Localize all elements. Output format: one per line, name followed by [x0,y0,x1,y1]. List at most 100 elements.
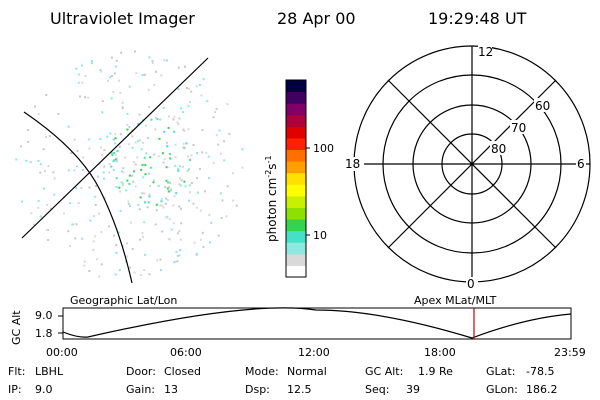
emission-pixel [168,186,170,189]
emission-pixel [143,192,146,195]
emission-pixel [116,157,119,160]
emission-pixel [103,165,106,168]
emission-pixel [114,153,117,156]
emission-pixel [47,165,50,168]
emission-pixel [117,79,120,82]
emission-pixel [148,273,151,276]
emission-pixel [39,215,42,218]
emission-pixel [189,101,192,104]
door-value: Closed [164,365,201,378]
emission-pixel [140,148,143,151]
emission-pixel [168,238,171,241]
emission-pixel [154,223,157,226]
emission-pixel [226,103,229,106]
emission-pixel [160,200,163,203]
emission-pixel [205,151,208,154]
emission-pixel [70,152,73,154]
colorbar-cell [286,161,306,174]
emission-pixel [88,270,91,272]
emission-pixel [214,111,216,114]
hour-label-6: 6 [577,157,585,171]
emission-pixel [34,105,36,108]
emission-pixel [42,187,45,190]
emission-pixel [131,248,134,251]
emission-pixel [177,167,180,170]
emission-pixel [108,171,111,174]
emission-pixel [180,179,183,182]
emission-pixel [140,168,143,171]
emission-pixel [159,204,162,207]
emission-pixel [121,107,124,110]
emission-pixel [210,221,213,224]
emission-pixel [101,100,104,103]
colorbar-cells [286,80,306,278]
emission-pixel [160,74,163,77]
emission-pixel [177,232,179,235]
emission-pixel [111,153,114,156]
emission-pixel [190,182,193,184]
label-bg [534,98,554,112]
emission-pixel [221,199,224,202]
emission-pixel [167,126,170,129]
emission-pixel [99,69,102,72]
emission-pixel [162,161,165,164]
emission-pixel [113,152,116,154]
emission-pixel [126,242,128,245]
emission-pixel [92,249,95,252]
colorbar-cell [286,80,306,93]
emission-pixel [90,62,93,65]
emission-pixel [127,203,130,205]
emission-pixel [83,260,86,263]
emission-pixel [241,148,244,151]
emission-pixel [153,84,156,87]
emission-pixel [188,191,191,194]
emission-pixel [113,72,116,75]
emission-pixel [175,251,178,253]
emission-pixel [119,210,122,212]
emission-pixel [101,154,103,157]
emission-pixel [148,106,151,108]
emission-pixel [98,212,100,215]
lat-label-60: 60 [535,99,550,113]
emission-pixel [196,191,199,194]
emission-pixel [122,171,125,174]
emission-pixel [148,172,151,175]
emission-pixel [179,177,181,180]
emission-pixel [39,163,42,166]
emission-pixel [134,163,137,166]
emission-pixel [113,159,116,161]
emission-pixel [131,135,134,138]
label-bg [344,157,364,171]
colorbar-cell [286,242,306,255]
colorbar-unit-label: photon cm-2s-1 [264,155,279,242]
instrument-title: Ultraviolet Imager [50,9,195,28]
colorbar-cell [286,230,306,243]
lat-label-80: 80 [491,142,506,156]
timeline-right-title: Apex MLat/MLT [414,294,497,307]
emission-pixel [168,115,170,118]
emission-pixel [149,156,152,159]
emission-pixel [195,206,198,209]
emission-pixel [173,195,176,198]
emission-pixel [178,117,181,120]
emission-pixel [177,66,180,69]
emission-pixel [201,151,204,154]
emission-pixel [182,146,185,149]
emission-pixel [180,107,183,110]
emission-pixel [145,152,148,155]
emission-pixel [196,177,198,180]
emission-pixel [185,87,188,89]
emission-pixel [149,185,152,187]
emission-pixel [100,231,103,233]
emission-pixel [115,59,118,62]
emission-pixel [96,258,99,261]
emission-speckles [15,50,244,278]
emission-pixel [114,65,117,68]
emission-pixel [138,113,141,116]
emission-pixel [88,147,91,150]
emission-pixel [142,235,144,238]
hour-label-18: 18 [345,157,360,171]
emission-pixel [118,269,121,272]
emission-pixel [129,221,132,224]
altitude-curve [62,307,572,339]
